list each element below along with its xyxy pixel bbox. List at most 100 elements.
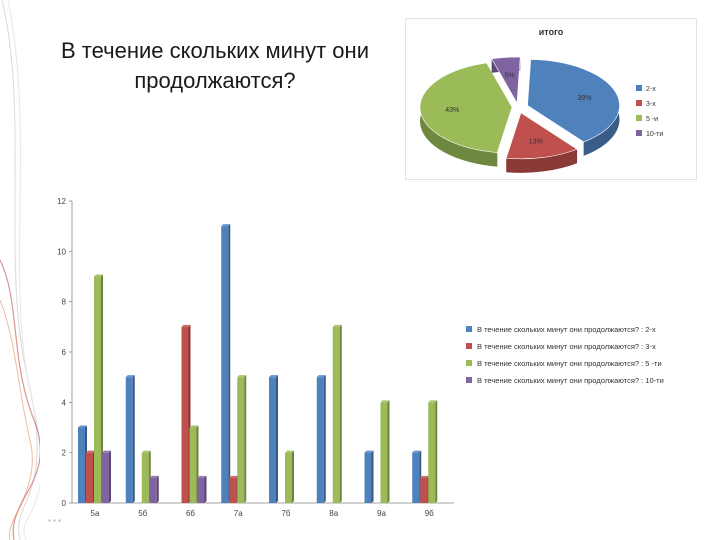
bar [141, 452, 149, 503]
pie-chart-panel: итого 39% 13% 43% 5% 2-х 3-х 5 -и 10-ти [405, 18, 697, 180]
pie-legend-swatch [636, 100, 642, 106]
bar-top [269, 375, 278, 378]
bar-top [94, 274, 103, 277]
bar-side [276, 375, 278, 503]
bar [428, 402, 436, 503]
bar-side [371, 450, 374, 503]
x-tick-label: 7а [234, 509, 243, 518]
bar-top [380, 400, 390, 403]
bar-side [435, 400, 438, 503]
bar-side [339, 324, 342, 503]
pie-legend-label: 5 -и [646, 116, 658, 123]
pie-legend-label: 2-х [646, 86, 656, 93]
bar [102, 452, 109, 503]
bar-top [86, 450, 95, 453]
bar-legend-label: В течение скольких минут они продолжаютс… [477, 325, 656, 334]
x-tick-label: 9б [425, 509, 434, 518]
pie-value-label: 13% [529, 138, 543, 145]
y-tick-label: 12 [57, 197, 66, 206]
bar [316, 377, 324, 503]
y-tick-label: 2 [62, 449, 67, 458]
bar-side [228, 224, 231, 503]
bar [197, 477, 205, 503]
pie-slice [491, 56, 521, 105]
bar [269, 377, 276, 503]
bar-top [428, 400, 438, 403]
bar-top [102, 450, 111, 453]
x-tick-label: 8а [329, 509, 338, 518]
y-tick-label: 10 [57, 247, 66, 256]
bar [285, 452, 292, 503]
bar-top [125, 375, 135, 378]
bar-top [149, 475, 159, 478]
bar [189, 427, 197, 503]
y-tick-label: 6 [62, 348, 67, 357]
pie-value-label: 39% [578, 95, 592, 102]
pie-chart: итого 39% 13% 43% 5% 2-х 3-х 5 -и 10-ти [419, 27, 663, 173]
bar-chart-panel: 0 2 4 6 8 10 12 5а 5б 6б 7а 7б 8а 9а 9б В течение ско… [48, 192, 696, 522]
pie-slice [505, 112, 578, 160]
pie-slice [419, 62, 513, 153]
bar-legend-label: В течение скольких минут они продолжаютс… [477, 342, 656, 351]
bar-top [364, 450, 374, 453]
bar-side [244, 375, 247, 503]
bar-legend-label: В течение скольких минут они продолжаютс… [477, 376, 664, 385]
bar-side [323, 375, 326, 503]
bar-top [420, 475, 430, 478]
pie-chart-title: итого [539, 27, 564, 37]
bar-legend-swatch [466, 360, 472, 366]
pie-legend-swatch [636, 85, 642, 91]
bar [86, 452, 93, 503]
bar [420, 477, 428, 503]
bar-side [109, 450, 111, 503]
bar-top [237, 375, 247, 378]
y-tick-label: 0 [62, 499, 67, 508]
bar-side [132, 375, 135, 503]
bar-side [156, 475, 159, 503]
pie-legend-label: 3-х [646, 101, 656, 108]
pie-value-label: 43% [445, 107, 459, 114]
bar [380, 402, 388, 503]
bar-legend-swatch [466, 326, 472, 332]
bar-top [197, 475, 207, 478]
bar-top [285, 450, 294, 453]
bar-top [332, 324, 342, 327]
bar [125, 377, 133, 503]
bar-top [221, 224, 231, 227]
bar-legend-label: В течение скольких минут они продолжаютс… [477, 359, 662, 368]
bar-top [141, 450, 151, 453]
pie-legend-swatch [636, 115, 642, 121]
pie-legend-label: 10-ти [646, 131, 663, 138]
decorative-swirl [0, 0, 40, 540]
bar [181, 326, 189, 503]
y-tick-label: 4 [62, 398, 67, 407]
bar-side [292, 450, 294, 503]
bar [78, 427, 85, 503]
bar-top [181, 324, 191, 327]
watermark: ▪ ▪ ▪ [48, 516, 61, 525]
bar-legend-swatch [466, 343, 472, 349]
y-tick-label: 8 [62, 298, 67, 307]
bar-top [316, 375, 326, 378]
bar [412, 452, 420, 503]
bar-top [189, 425, 199, 428]
x-tick-label: 5а [91, 509, 100, 518]
bar [149, 477, 157, 503]
pie-slice-side [506, 149, 578, 173]
bar-side [204, 475, 207, 503]
bar [229, 477, 237, 503]
bar-legend-swatch [466, 377, 472, 383]
bar-chart: 0 2 4 6 8 10 12 5а 5б 6б 7а 7б 8а 9а 9б В течение ско… [57, 197, 664, 518]
bar-top [412, 450, 422, 453]
pie-value-label: 5% [505, 73, 515, 80]
bar [237, 377, 245, 503]
bar-side [101, 274, 103, 503]
bar-top [78, 425, 87, 428]
pie-legend-swatch [636, 130, 642, 136]
x-tick-label: 5б [138, 509, 147, 518]
bar-top [229, 475, 239, 478]
bar-side [387, 400, 390, 503]
bar [94, 276, 101, 503]
x-tick-label: 6б [186, 509, 195, 518]
slide-title: В течение скольких минут они продолжаютс… [61, 38, 369, 93]
